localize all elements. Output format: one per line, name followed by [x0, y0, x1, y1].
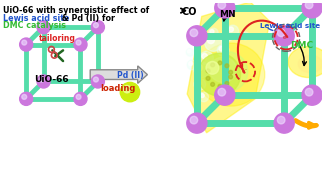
Circle shape	[197, 64, 203, 71]
Circle shape	[219, 46, 224, 51]
Circle shape	[226, 34, 229, 37]
Circle shape	[210, 30, 214, 33]
Circle shape	[189, 62, 193, 66]
Ellipse shape	[298, 55, 322, 73]
Circle shape	[227, 25, 239, 37]
Ellipse shape	[209, 57, 237, 82]
Polygon shape	[187, 2, 270, 133]
Ellipse shape	[288, 46, 329, 77]
Text: MN: MN	[219, 10, 236, 19]
Circle shape	[186, 48, 194, 56]
Text: Pd (II): Pd (II)	[117, 71, 143, 80]
Circle shape	[76, 94, 81, 99]
Text: DMC: DMC	[290, 41, 313, 50]
Text: e⁻: e⁻	[283, 35, 289, 40]
Circle shape	[211, 82, 214, 86]
Circle shape	[93, 23, 98, 28]
Circle shape	[124, 85, 131, 93]
Ellipse shape	[204, 51, 248, 92]
Circle shape	[37, 75, 50, 88]
Circle shape	[74, 38, 87, 51]
Text: tailoring: tailoring	[39, 34, 76, 43]
Circle shape	[302, 85, 322, 105]
Circle shape	[208, 37, 214, 44]
Circle shape	[218, 88, 226, 96]
Circle shape	[208, 28, 218, 38]
Text: loading: loading	[100, 84, 135, 93]
Circle shape	[206, 69, 210, 73]
Circle shape	[22, 94, 27, 99]
Circle shape	[201, 94, 204, 98]
Circle shape	[190, 29, 198, 37]
Text: CO: CO	[181, 7, 197, 17]
Circle shape	[199, 92, 208, 102]
Circle shape	[39, 23, 44, 28]
Circle shape	[76, 40, 81, 45]
Text: e⁻: e⁻	[242, 69, 248, 74]
Circle shape	[20, 92, 33, 105]
Ellipse shape	[197, 43, 265, 106]
Circle shape	[211, 63, 214, 67]
Circle shape	[243, 33, 246, 36]
Text: UiO-66 with synergistic effect of: UiO-66 with synergistic effect of	[3, 6, 149, 15]
Circle shape	[225, 33, 233, 41]
Circle shape	[218, 84, 222, 88]
Circle shape	[187, 60, 197, 70]
Circle shape	[218, 61, 222, 65]
Circle shape	[39, 77, 44, 82]
Circle shape	[217, 45, 229, 56]
Text: & Pd (II) for: & Pd (II) for	[59, 14, 115, 22]
Circle shape	[215, 0, 235, 18]
Circle shape	[229, 27, 233, 32]
Circle shape	[120, 82, 140, 102]
Circle shape	[187, 26, 207, 46]
Circle shape	[274, 113, 294, 133]
Circle shape	[91, 75, 104, 88]
FancyArrow shape	[90, 66, 147, 83]
Circle shape	[206, 61, 219, 74]
Circle shape	[20, 38, 33, 51]
Circle shape	[225, 81, 229, 85]
Circle shape	[37, 21, 50, 34]
Circle shape	[74, 92, 87, 105]
Circle shape	[200, 51, 213, 65]
Circle shape	[93, 77, 98, 82]
Circle shape	[277, 29, 285, 37]
Circle shape	[196, 80, 201, 85]
Circle shape	[91, 21, 104, 34]
Circle shape	[215, 85, 235, 105]
Circle shape	[202, 53, 208, 59]
Circle shape	[194, 78, 206, 90]
Circle shape	[225, 64, 229, 68]
Circle shape	[305, 1, 313, 9]
Circle shape	[229, 75, 233, 79]
Circle shape	[194, 62, 209, 77]
Text: Lewis acid site: Lewis acid site	[3, 14, 69, 22]
Circle shape	[198, 53, 240, 96]
Circle shape	[190, 116, 198, 124]
Circle shape	[277, 116, 285, 124]
Circle shape	[187, 113, 207, 133]
Circle shape	[205, 34, 222, 51]
Circle shape	[305, 88, 313, 96]
Text: UiO-66: UiO-66	[34, 75, 69, 84]
Text: DMC catalysis: DMC catalysis	[3, 21, 66, 30]
Circle shape	[188, 50, 191, 53]
Circle shape	[274, 26, 294, 46]
Circle shape	[218, 1, 226, 9]
Circle shape	[302, 0, 322, 18]
Circle shape	[229, 70, 233, 74]
Circle shape	[22, 40, 27, 45]
Text: Lewis acid site: Lewis acid site	[260, 23, 320, 29]
Circle shape	[206, 76, 210, 80]
Circle shape	[241, 32, 249, 40]
